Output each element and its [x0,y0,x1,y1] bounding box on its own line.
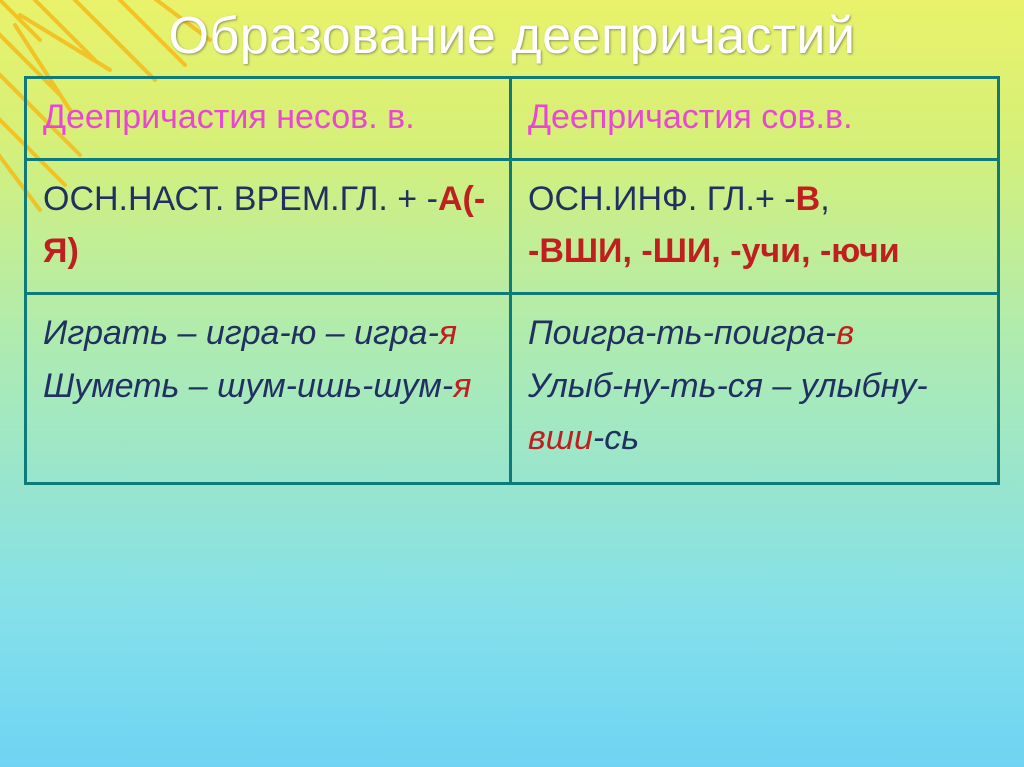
slide-title: Образование деепричастий [0,0,1024,72]
suffix-ya: я [439,314,457,352]
suffix-vshi: вши [528,419,593,457]
examples-imperfective: Играть – игра-ю – игра-я Шуметь – шум-иш… [27,295,512,482]
suffix-ya: я [453,367,471,405]
header-perfective: Деепричастия сов.в. [512,79,997,161]
formation-perfective: ОСН.ИНФ. ГЛ.+ -В, -ВШИ, -ШИ, -учи, -ючи [512,161,997,295]
grammar-table: Деепричастия несов. в. Деепричастия сов.… [24,76,1000,485]
suffix-v: в [836,314,854,352]
table-row: Деепричастия несов. в. Деепричастия сов.… [27,79,997,161]
example-text: Шуметь – шум-ишь-шум- [43,367,453,405]
suffix-v: В [796,180,821,218]
table-row: ОСН.НАСТ. ВРЕМ.ГЛ. + -А(-Я) ОСН.ИНФ. ГЛ.… [27,161,997,295]
example-text: -сь [593,419,639,457]
header-imperfective: Деепричастия несов. в. [27,79,512,161]
suffix-list: -ВШИ, -ШИ, -учи, -ючи [528,232,900,270]
table-row: Играть – игра-ю – игра-я Шуметь – шум-иш… [27,295,997,482]
formation-imperfective: ОСН.НАСТ. ВРЕМ.ГЛ. + -А(-Я) [27,161,512,295]
example-text: Улыб-ну-ть-ся – улыбну- [528,367,928,405]
formation-text: ОСН.ИНФ. ГЛ.+ - [528,180,796,218]
formation-text: ОСН.НАСТ. ВРЕМ.ГЛ. + - [43,180,438,218]
example-text: Играть – игра-ю – игра- [43,314,439,352]
examples-perfective: Поигра-ть-поигра-в Улыб-ну-ть-ся – улыбн… [512,295,997,482]
comma: , [820,180,829,218]
example-text: Поигра-ть-поигра- [528,314,836,352]
